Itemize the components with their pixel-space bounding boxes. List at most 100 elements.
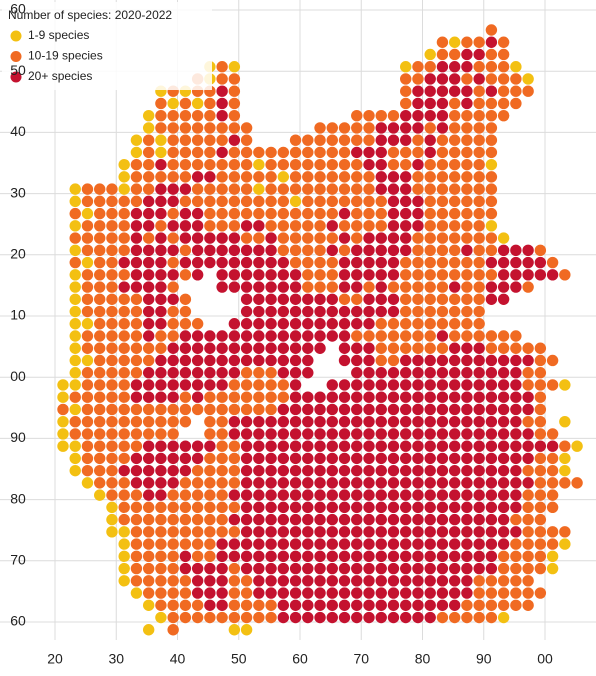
species-dot xyxy=(228,379,241,391)
species-dot xyxy=(191,562,204,575)
species-dot xyxy=(448,501,461,514)
species-dot xyxy=(106,428,118,440)
species-dot xyxy=(510,256,522,269)
species-dot xyxy=(363,526,375,538)
species-dot xyxy=(436,171,449,183)
species-dot xyxy=(228,171,241,183)
species-dot xyxy=(436,330,449,342)
species-dot xyxy=(216,244,228,257)
species-dot xyxy=(497,587,510,599)
species-dot xyxy=(191,122,204,134)
species-dot xyxy=(118,415,130,428)
species-dot xyxy=(302,587,314,599)
species-dot xyxy=(302,367,314,379)
species-dot xyxy=(228,256,241,269)
species-dot xyxy=(534,526,547,538)
species-dot xyxy=(522,269,534,281)
species-dot xyxy=(461,501,473,514)
species-dot xyxy=(130,403,143,416)
species-dot xyxy=(191,158,204,171)
species-dot xyxy=(253,367,265,379)
species-dot xyxy=(546,379,559,391)
species-dot xyxy=(155,220,167,232)
species-dot xyxy=(448,428,461,440)
x-tick-label: 90 xyxy=(476,651,492,667)
species-dot xyxy=(191,244,204,257)
species-dot xyxy=(375,293,387,305)
species-dot xyxy=(253,354,265,367)
species-dot xyxy=(473,415,485,428)
species-dot xyxy=(473,526,485,538)
species-dot xyxy=(522,550,534,563)
species-dot xyxy=(81,379,94,391)
species-dot xyxy=(155,550,167,563)
species-dot xyxy=(240,134,253,146)
species-dot xyxy=(216,391,228,403)
species-dot xyxy=(375,550,387,563)
species-dot xyxy=(216,220,228,232)
species-dot xyxy=(351,146,363,159)
species-dot xyxy=(375,575,387,587)
species-dot xyxy=(338,207,351,220)
species-dot xyxy=(302,281,314,293)
species-dot xyxy=(387,269,400,281)
species-dot xyxy=(351,513,363,526)
species-dot xyxy=(191,599,204,611)
species-dot xyxy=(400,109,412,122)
species-dot xyxy=(81,293,94,305)
species-dot xyxy=(265,575,277,587)
species-dot xyxy=(130,146,143,159)
species-dot xyxy=(81,183,94,195)
species-dot xyxy=(204,599,216,611)
species-dot xyxy=(118,562,130,575)
species-dot xyxy=(387,562,400,575)
species-dot xyxy=(424,562,436,575)
species-dot xyxy=(448,122,461,134)
species-dot xyxy=(497,452,510,465)
species-dot xyxy=(265,171,277,183)
species-dot xyxy=(387,587,400,599)
species-dot xyxy=(387,391,400,403)
species-dot xyxy=(485,440,498,452)
species-dot xyxy=(240,305,253,318)
species-dot xyxy=(448,269,461,281)
species-dot xyxy=(118,501,130,514)
species-dot xyxy=(216,207,228,220)
species-dot xyxy=(81,244,94,257)
species-dot xyxy=(289,134,302,146)
species-dot xyxy=(204,575,216,587)
species-dot xyxy=(204,611,216,624)
species-dot xyxy=(204,109,216,122)
species-dot xyxy=(485,220,498,232)
species-dot xyxy=(265,403,277,416)
species-dot xyxy=(412,550,424,563)
species-dot xyxy=(228,244,241,257)
x-tick-label: 20 xyxy=(47,651,63,667)
species-dot xyxy=(240,367,253,379)
species-dot xyxy=(191,611,204,624)
species-dot xyxy=(106,330,118,342)
species-dot xyxy=(497,415,510,428)
species-dot xyxy=(314,403,326,416)
species-dot xyxy=(412,109,424,122)
species-dot xyxy=(424,501,436,514)
species-dot xyxy=(228,367,241,379)
species-dot xyxy=(510,61,522,73)
species-dot xyxy=(81,281,94,293)
species-dot xyxy=(155,146,167,159)
species-dot xyxy=(130,269,143,281)
species-dot xyxy=(191,550,204,563)
species-dot xyxy=(69,183,81,195)
species-dot xyxy=(473,513,485,526)
species-dot xyxy=(436,611,449,624)
species-dot xyxy=(375,513,387,526)
species-dot xyxy=(424,256,436,269)
species-dot xyxy=(191,269,204,281)
species-dot xyxy=(510,501,522,514)
species-dot xyxy=(179,293,192,305)
species-dot xyxy=(387,354,400,367)
species-dot xyxy=(436,109,449,122)
species-dot xyxy=(326,415,338,428)
species-dot xyxy=(400,305,412,318)
